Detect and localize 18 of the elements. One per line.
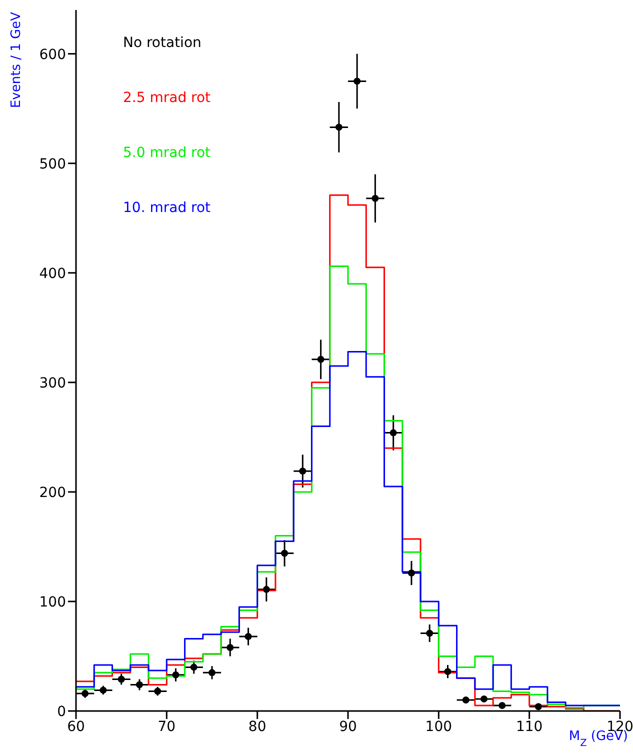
- y-tick-label: 200: [39, 484, 66, 501]
- y-tick-label: 300: [39, 375, 66, 392]
- y-axis-title: Events / 1 GeV: [9, 12, 24, 108]
- text: 5.0 mrad rot: [123, 145, 211, 163]
- y-tick-label: 500: [39, 156, 66, 172]
- x-tick-label: 100: [425, 718, 452, 735]
- x-tick-label: 110: [516, 718, 543, 735]
- y-tick-label: 400: [39, 266, 66, 282]
- text: 10. mrad rot: [123, 200, 211, 218]
- text: No rotation: [123, 35, 202, 53]
- x-tick-label: 80: [248, 718, 266, 735]
- x-tick-label: 90: [339, 718, 357, 735]
- y-tick-label: 0: [57, 704, 66, 720]
- text: 2.5 mrad rot: [123, 90, 211, 108]
- y-tick-label: 600: [39, 46, 66, 63]
- x-tick-label: 70: [158, 718, 176, 735]
- y-tick-label: 100: [39, 594, 66, 610]
- x-tick-label: 60: [67, 718, 85, 735]
